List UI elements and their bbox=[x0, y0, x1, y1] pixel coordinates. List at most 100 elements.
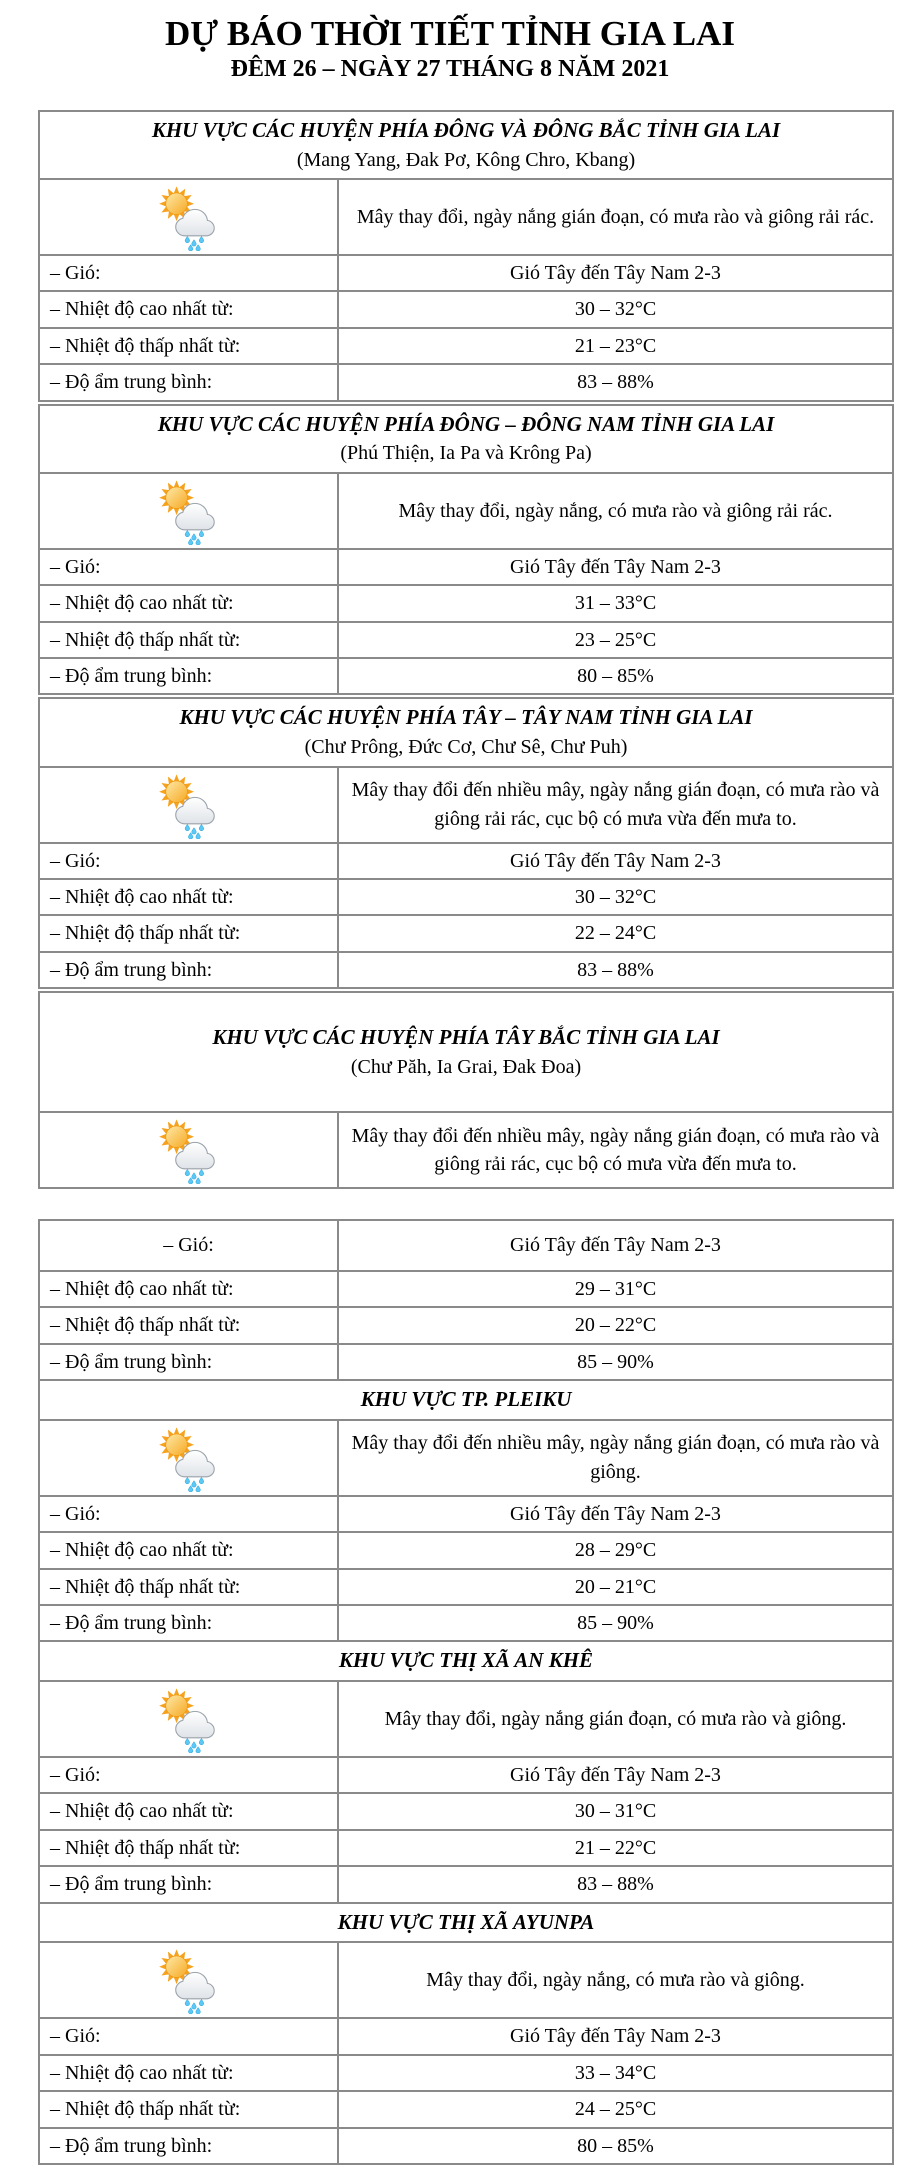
humidity-row: – Độ ẩm trung bình: 83 – 88% bbox=[38, 1865, 894, 1904]
section-title: KHU VỰC CÁC HUYỆN PHÍA ĐÔNG VÀ ĐÔNG BẮC … bbox=[151, 117, 781, 142]
temp-high-label: – Nhiệt độ cao nhất từ: bbox=[38, 290, 339, 329]
humidity-value: 85 – 90% bbox=[337, 1603, 894, 1643]
forecast-table-upper: KHU VỰC CÁC HUYỆN PHÍA ĐÔNG VÀ ĐÔNG BẮC … bbox=[38, 109, 894, 1190]
section-title: KHU VỰC THỊ XÃ AYUNPA bbox=[337, 1909, 595, 1934]
humidity-row: – Độ ẩm trung bình: 83 – 88% bbox=[38, 950, 894, 992]
temp-high-row: – Nhiệt độ cao nhất từ: 29 – 31°C bbox=[38, 1269, 894, 1309]
wind-value: Gió Tây đến Tây Nam 2-3 bbox=[337, 547, 894, 587]
wind-label: – Gió: bbox=[38, 841, 339, 880]
temp-low-row: – Nhiệt độ thấp nhất từ: 22 – 24°C bbox=[38, 914, 894, 953]
temp-high-label: – Nhiệt độ cao nhất từ: bbox=[38, 2053, 339, 2093]
temp-low-row: – Nhiệt độ thấp nhất từ: 20 – 22°C bbox=[38, 1306, 894, 1345]
temp-low-value: 23 – 25°C bbox=[337, 620, 894, 659]
temp-low-label: – Nhiệt độ thấp nhất từ: bbox=[38, 914, 339, 953]
humidity-row: – Độ ẩm trung bình: 85 – 90% bbox=[38, 1342, 894, 1381]
temp-high-row: – Nhiệt độ cao nhất từ: 30 – 31°C bbox=[38, 1792, 894, 1831]
sun-cloud-rain-icon bbox=[153, 1946, 225, 2014]
wind-label: – Gió: bbox=[38, 254, 339, 293]
temp-high-value: 30 – 32°C bbox=[337, 290, 894, 329]
sun-cloud-rain-icon bbox=[153, 1424, 225, 1492]
wind-label: – Gió: bbox=[38, 1219, 339, 1272]
section-title: KHU VỰC THỊ XÃ AN KHÊ bbox=[338, 1648, 594, 1673]
humidity-row: – Độ ẩm trung bình: 83 – 88% bbox=[38, 363, 894, 404]
temp-high-value: 29 – 31°C bbox=[337, 1269, 894, 1309]
temp-low-label: – Nhiệt độ thấp nhất từ: bbox=[38, 1306, 339, 1345]
temp-high-label: – Nhiệt độ cao nhất từ: bbox=[38, 1531, 339, 1570]
wind-value: Gió Tây đến Tây Nam 2-3 bbox=[337, 841, 894, 880]
weather-row: Mây thay đổi đến nhiều mây, ngày nắng gi… bbox=[38, 765, 894, 844]
section-title: KHU VỰC CÁC HUYỆN PHÍA TÂY BẮC TỈNH GIA … bbox=[212, 1025, 720, 1050]
temp-high-label: – Nhiệt độ cao nhất từ: bbox=[38, 877, 339, 917]
humidity-label: – Độ ẩm trung bình: bbox=[38, 363, 339, 404]
wind-value: Gió Tây đến Tây Nam 2-3 bbox=[337, 1756, 894, 1795]
temp-high-label: – Nhiệt độ cao nhất từ: bbox=[38, 1269, 339, 1309]
wind-row: – Gió: Gió Tây đến Tây Nam 2-3 bbox=[38, 547, 894, 587]
temp-low-row: – Nhiệt độ thấp nhất từ: 23 – 25°C bbox=[38, 620, 894, 659]
weather-row: Mây thay đổi đến nhiều mây, ngày nắng gi… bbox=[38, 1111, 894, 1190]
wind-value: Gió Tây đến Tây Nam 2-3 bbox=[337, 2017, 894, 2056]
section-header-row: KHU VỰC CÁC HUYỆN PHÍA TÂY – TÂY NAM TỈN… bbox=[38, 693, 894, 768]
weather-row: Mây thay đổi, ngày nắng gián đoạn, có mư… bbox=[38, 1680, 894, 1759]
temp-low-label: – Nhiệt độ thấp nhất từ: bbox=[38, 620, 339, 659]
section-title: KHU VỰC CÁC HUYỆN PHÍA TÂY – TÂY NAM TỈN… bbox=[179, 705, 753, 730]
humidity-label: – Độ ẩm trung bình: bbox=[38, 2126, 339, 2166]
section-header-row: KHU VỰC CÁC HUYỆN PHÍA ĐÔNG – ĐÔNG NAM T… bbox=[38, 399, 894, 474]
temp-low-label: – Nhiệt độ thấp nhất từ: bbox=[38, 1567, 339, 1606]
temp-low-value: 22 – 24°C bbox=[337, 914, 894, 953]
temp-low-row: – Nhiệt độ thấp nhất từ: 20 – 21°C bbox=[38, 1567, 894, 1606]
temp-high-value: 33 – 34°C bbox=[337, 2053, 894, 2093]
temp-high-row: – Nhiệt độ cao nhất từ: 30 – 32°C bbox=[38, 290, 894, 329]
forecast-table-lower: – Gió: Gió Tây đến Tây Nam 2-3 – Nhiệt đ… bbox=[38, 1219, 894, 2166]
wind-label: – Gió: bbox=[38, 1494, 339, 1534]
weather-description: Mây thay đổi, ngày nắng gián đoạn, có mư… bbox=[337, 1680, 894, 1759]
temp-high-row: – Nhiệt độ cao nhất từ: 31 – 33°C bbox=[38, 584, 894, 623]
temp-low-label: – Nhiệt độ thấp nhất từ: bbox=[38, 2090, 339, 2129]
wind-row: – Gió: Gió Tây đến Tây Nam 2-3 bbox=[38, 1219, 894, 1272]
temp-low-value: 20 – 21°C bbox=[337, 1567, 894, 1606]
wind-label: – Gió: bbox=[38, 1756, 339, 1795]
weather-row: Mây thay đổi, ngày nắng, có mưa rào và g… bbox=[38, 1941, 894, 2020]
section-header-row: KHU VỰC CÁC HUYỆN PHÍA ĐÔNG VÀ ĐÔNG BẮC … bbox=[38, 109, 894, 181]
wind-row: – Gió: Gió Tây đến Tây Nam 2-3 bbox=[38, 841, 894, 880]
temp-low-value: 21 – 23°C bbox=[337, 326, 894, 366]
temp-high-label: – Nhiệt độ cao nhất từ: bbox=[38, 584, 339, 623]
weather-row: Mây thay đổi, ngày nắng, có mưa rào và g… bbox=[38, 471, 894, 550]
temp-low-value: 24 – 25°C bbox=[337, 2090, 894, 2129]
wind-label: – Gió: bbox=[38, 547, 339, 587]
temp-high-label: – Nhiệt độ cao nhất từ: bbox=[38, 1792, 339, 1831]
section-districts: (Phú Thiện, Ia Pa và Krông Pa) bbox=[340, 442, 592, 465]
wind-value: Gió Tây đến Tây Nam 2-3 bbox=[337, 1219, 894, 1272]
temp-high-row: – Nhiệt độ cao nhất từ: 28 – 29°C bbox=[38, 1531, 894, 1570]
humidity-value: 80 – 85% bbox=[337, 2126, 894, 2166]
weather-description: Mây thay đổi, ngày nắng, có mưa rào và g… bbox=[337, 471, 894, 550]
weather-description: Mây thay đổi đến nhiều mây, ngày nắng gi… bbox=[337, 1418, 894, 1497]
temp-high-row: – Nhiệt độ cao nhất từ: 33 – 34°C bbox=[38, 2053, 894, 2093]
wind-row: – Gió: Gió Tây đến Tây Nam 2-3 bbox=[38, 2017, 894, 2056]
section-districts: (Chư Păh, Ia Grai, Đak Đoa) bbox=[350, 1055, 582, 1078]
humidity-row: – Độ ẩm trung bình: 80 – 85% bbox=[38, 2126, 894, 2166]
humidity-label: – Độ ẩm trung bình: bbox=[38, 1603, 339, 1643]
weather-description: Mây thay đổi, ngày nắng, có mưa rào và g… bbox=[337, 1941, 894, 2020]
humidity-value: 83 – 88% bbox=[337, 950, 894, 992]
section-title: KHU VỰC TP. PLEIKU bbox=[360, 1386, 572, 1411]
weather-row: Mây thay đổi, ngày nắng gián đoạn, có mư… bbox=[38, 178, 894, 257]
temp-high-value: 31 – 33°C bbox=[337, 584, 894, 623]
page-title: DỰ BÁO THỜI TIẾT TỈNH GIA LAI bbox=[165, 14, 735, 53]
temp-low-label: – Nhiệt độ thấp nhất từ: bbox=[38, 1828, 339, 1868]
temp-low-value: 21 – 22°C bbox=[337, 1828, 894, 1868]
weather-description: Mây thay đổi, ngày nắng gián đoạn, có mư… bbox=[337, 178, 894, 257]
sun-cloud-rain-icon bbox=[153, 477, 225, 545]
temp-low-value: 20 – 22°C bbox=[337, 1306, 894, 1345]
temp-high-value: 28 – 29°C bbox=[337, 1531, 894, 1570]
humidity-label: – Độ ẩm trung bình: bbox=[38, 950, 339, 992]
humidity-label: – Độ ẩm trung bình: bbox=[38, 1342, 339, 1381]
sun-cloud-rain-icon bbox=[153, 183, 225, 251]
humidity-label: – Độ ẩm trung bình: bbox=[38, 656, 339, 698]
humidity-value: 80 – 85% bbox=[337, 656, 894, 698]
humidity-label: – Độ ẩm trung bình: bbox=[38, 1865, 339, 1904]
sun-cloud-rain-icon bbox=[153, 1685, 225, 1753]
page-subtitle: ĐÊM 26 – NGÀY 27 THÁNG 8 NĂM 2021 bbox=[230, 56, 670, 83]
weather-description: Mây thay đổi đến nhiều mây, ngày nắng gi… bbox=[337, 765, 894, 844]
temp-low-label: – Nhiệt độ thấp nhất từ: bbox=[38, 326, 339, 366]
